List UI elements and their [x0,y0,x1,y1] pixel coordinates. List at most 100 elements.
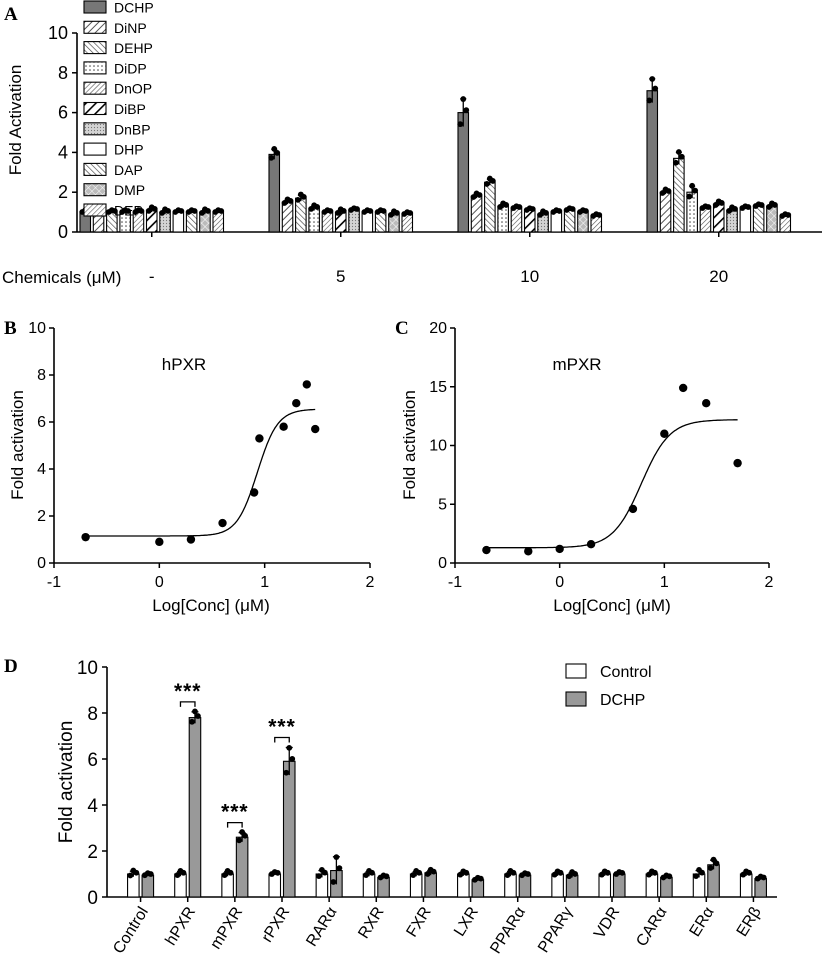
panel-a-legend-swatch-dibp [83,101,107,116]
panel-a-legend-swatch-didp [83,61,107,75]
panel-b-x-tick-label: 0 [155,574,164,591]
panel-d-bar-control-replicate-dot [604,869,611,876]
panel-a-legend-label-didp: DiDP [114,60,147,76]
panel-a-legend-label-dep: DEP [114,203,143,219]
panel-d-y-axis-label: Fold activation [56,721,77,844]
panel-b-data-point [249,488,259,497]
panel-d-bar-control-replicate-dot [510,869,517,876]
panel-d-category-label: PPARγ [535,904,576,956]
panel-a-bar-dehp-replicate-dot [300,193,307,200]
panel-c-y-tick-label: 0 [438,555,447,572]
panel-a-group-label: 20 [709,267,728,286]
panel-a-bar-dchp-replicate-dot [271,146,278,152]
panel-d-bar-control [598,873,612,898]
panel-b-y-tick-label: 6 [37,414,46,431]
panel-d-bar-control-replicate-dot [221,872,228,878]
panel-d-bar-control-replicate-dot [504,872,511,878]
panel-a-y-tick-label: 4 [58,142,68,162]
panel-d-bar-control-replicate-dot [315,873,322,880]
panel-c-title: mPXR [552,355,601,374]
panel-a-legend-swatch-dhp [83,142,107,156]
panel-c-data-point [702,399,711,408]
panel-a-legend-label-dap: DAP [114,162,143,178]
panel-a-bar-dehp-replicate-dot [675,149,682,155]
panel-a-legend-label-dibp: DiBP [114,101,146,117]
panel-d-bar-control-replicate-dot [180,869,187,876]
panel-d-bar-dchp-replicate-dot [760,874,767,881]
panel-a-bar-dap-replicate-dot [569,206,576,212]
panel-a-bar-dap-replicate-dot [758,202,765,208]
panel-d-category-label: mPXR [207,904,246,952]
panel-d-bar-dchp-replicate-dot [236,837,243,844]
panel-b-y-tick-label: 10 [28,320,46,337]
panel-d-bar-dchp [612,873,626,898]
panel-a-bar-dnbp-replicate-dot [354,206,360,212]
panel-a-bar-didp-replicate-dot [686,193,693,200]
panel-a-y-axis-label: Fold Activation [6,65,25,176]
panel-d-category-label: FXR [403,904,434,940]
panel-d-bar-dchp-replicate-dot [189,718,195,725]
panel-b-title: hPXR [162,355,206,374]
panel-a-bar-didp-replicate-dot [125,208,132,214]
panel-d-bar-control [551,873,564,898]
panel-a-bar-dnop [321,211,334,233]
panel-d-bar-control-replicate-dot [693,873,699,880]
panel-d-category-label: ERβ [734,904,765,940]
panel-c-label: C [395,318,409,339]
panel-a-group-label: 5 [336,267,345,286]
panel-b-data-point [218,518,227,528]
panel-d-legend-swatch-dchp [565,691,587,707]
panel-a-bar-dap [752,205,765,233]
panel-c-data-point [678,383,688,393]
panel-c-data-point [555,544,564,554]
panel-d-bar-dchp-replicate-dot [283,769,290,776]
panel-a-bar-dehp [673,157,685,233]
panel-d-bar-control-replicate-dot [369,869,375,876]
panel-d-category-label: rPXR [259,904,294,945]
panel-d-bar-control-replicate-dot [410,872,417,878]
panel-d-label: D [4,656,18,677]
panel-c-x-tick-label: 1 [660,574,669,591]
panel-d-category-label: RARα [303,904,340,950]
panel-a-bar-didp-replicate-dot [689,182,696,189]
panel-c-data-point [524,547,533,556]
panel-c-data-point [586,540,596,549]
panel-c-x-tick-label: -1 [448,574,462,591]
panel-d-bar-dchp [141,874,155,898]
panel-a-bar-dap [374,211,387,233]
panel-d-bar-dchp-replicate-dot [192,708,198,715]
panel-b-y-tick-label: 0 [37,555,46,572]
panel-d-bar-control-replicate-dot [321,869,328,876]
panel-d-bar-control-replicate-dot [463,869,470,876]
panel-b-y-tick-label: 4 [37,461,46,478]
panel-d-category-label: Control [110,904,152,957]
panel-d-bar-dchp-replicate-dot [525,871,531,877]
panel-a-bar-dibp [523,209,536,233]
panel-a-bar-dinp-replicate-dot [665,188,672,194]
panel-a-bar-dinp-replicate-dot [476,192,483,198]
panel-a-bar-dehp-replicate-dot [678,153,685,160]
panel-a-legend: DCHP DiNP DEHP DiDP DnOP DiBP DnBP DHP DAP DMP DEP [83,0,154,219]
panel-a-bar-dnop-replicate-dot [516,204,523,210]
panel-a-bar-dehp [295,197,307,233]
panel-b-data-point [311,424,320,434]
panel-a-bar-dibp [712,203,725,233]
panel-a-bar-dibp-replicate-dot [529,206,536,212]
panel-a-group-label: 10 [520,267,539,286]
panel-a-bar-dchp [457,112,470,233]
panel-a-label: A [4,4,18,25]
panel-a-bar-dchp-replicate-dot [268,154,275,161]
panel-d-legend-label-dchp: DCHP [600,692,645,709]
panel-d-bar-control-replicate-dot [363,872,369,878]
panel-a-legend-label-dchp: DCHP [114,0,154,16]
panel-c-data-point [660,429,669,438]
panel-d-bar-dchp [660,876,673,898]
panel-d-y-tick-label: 6 [87,750,98,771]
panel-d-bar-dchp-replicate-dot [242,832,249,839]
panel-a-bars [79,76,792,233]
panel-a-bar-dchp [646,90,659,233]
panel-d-bar-dchp [188,717,202,898]
